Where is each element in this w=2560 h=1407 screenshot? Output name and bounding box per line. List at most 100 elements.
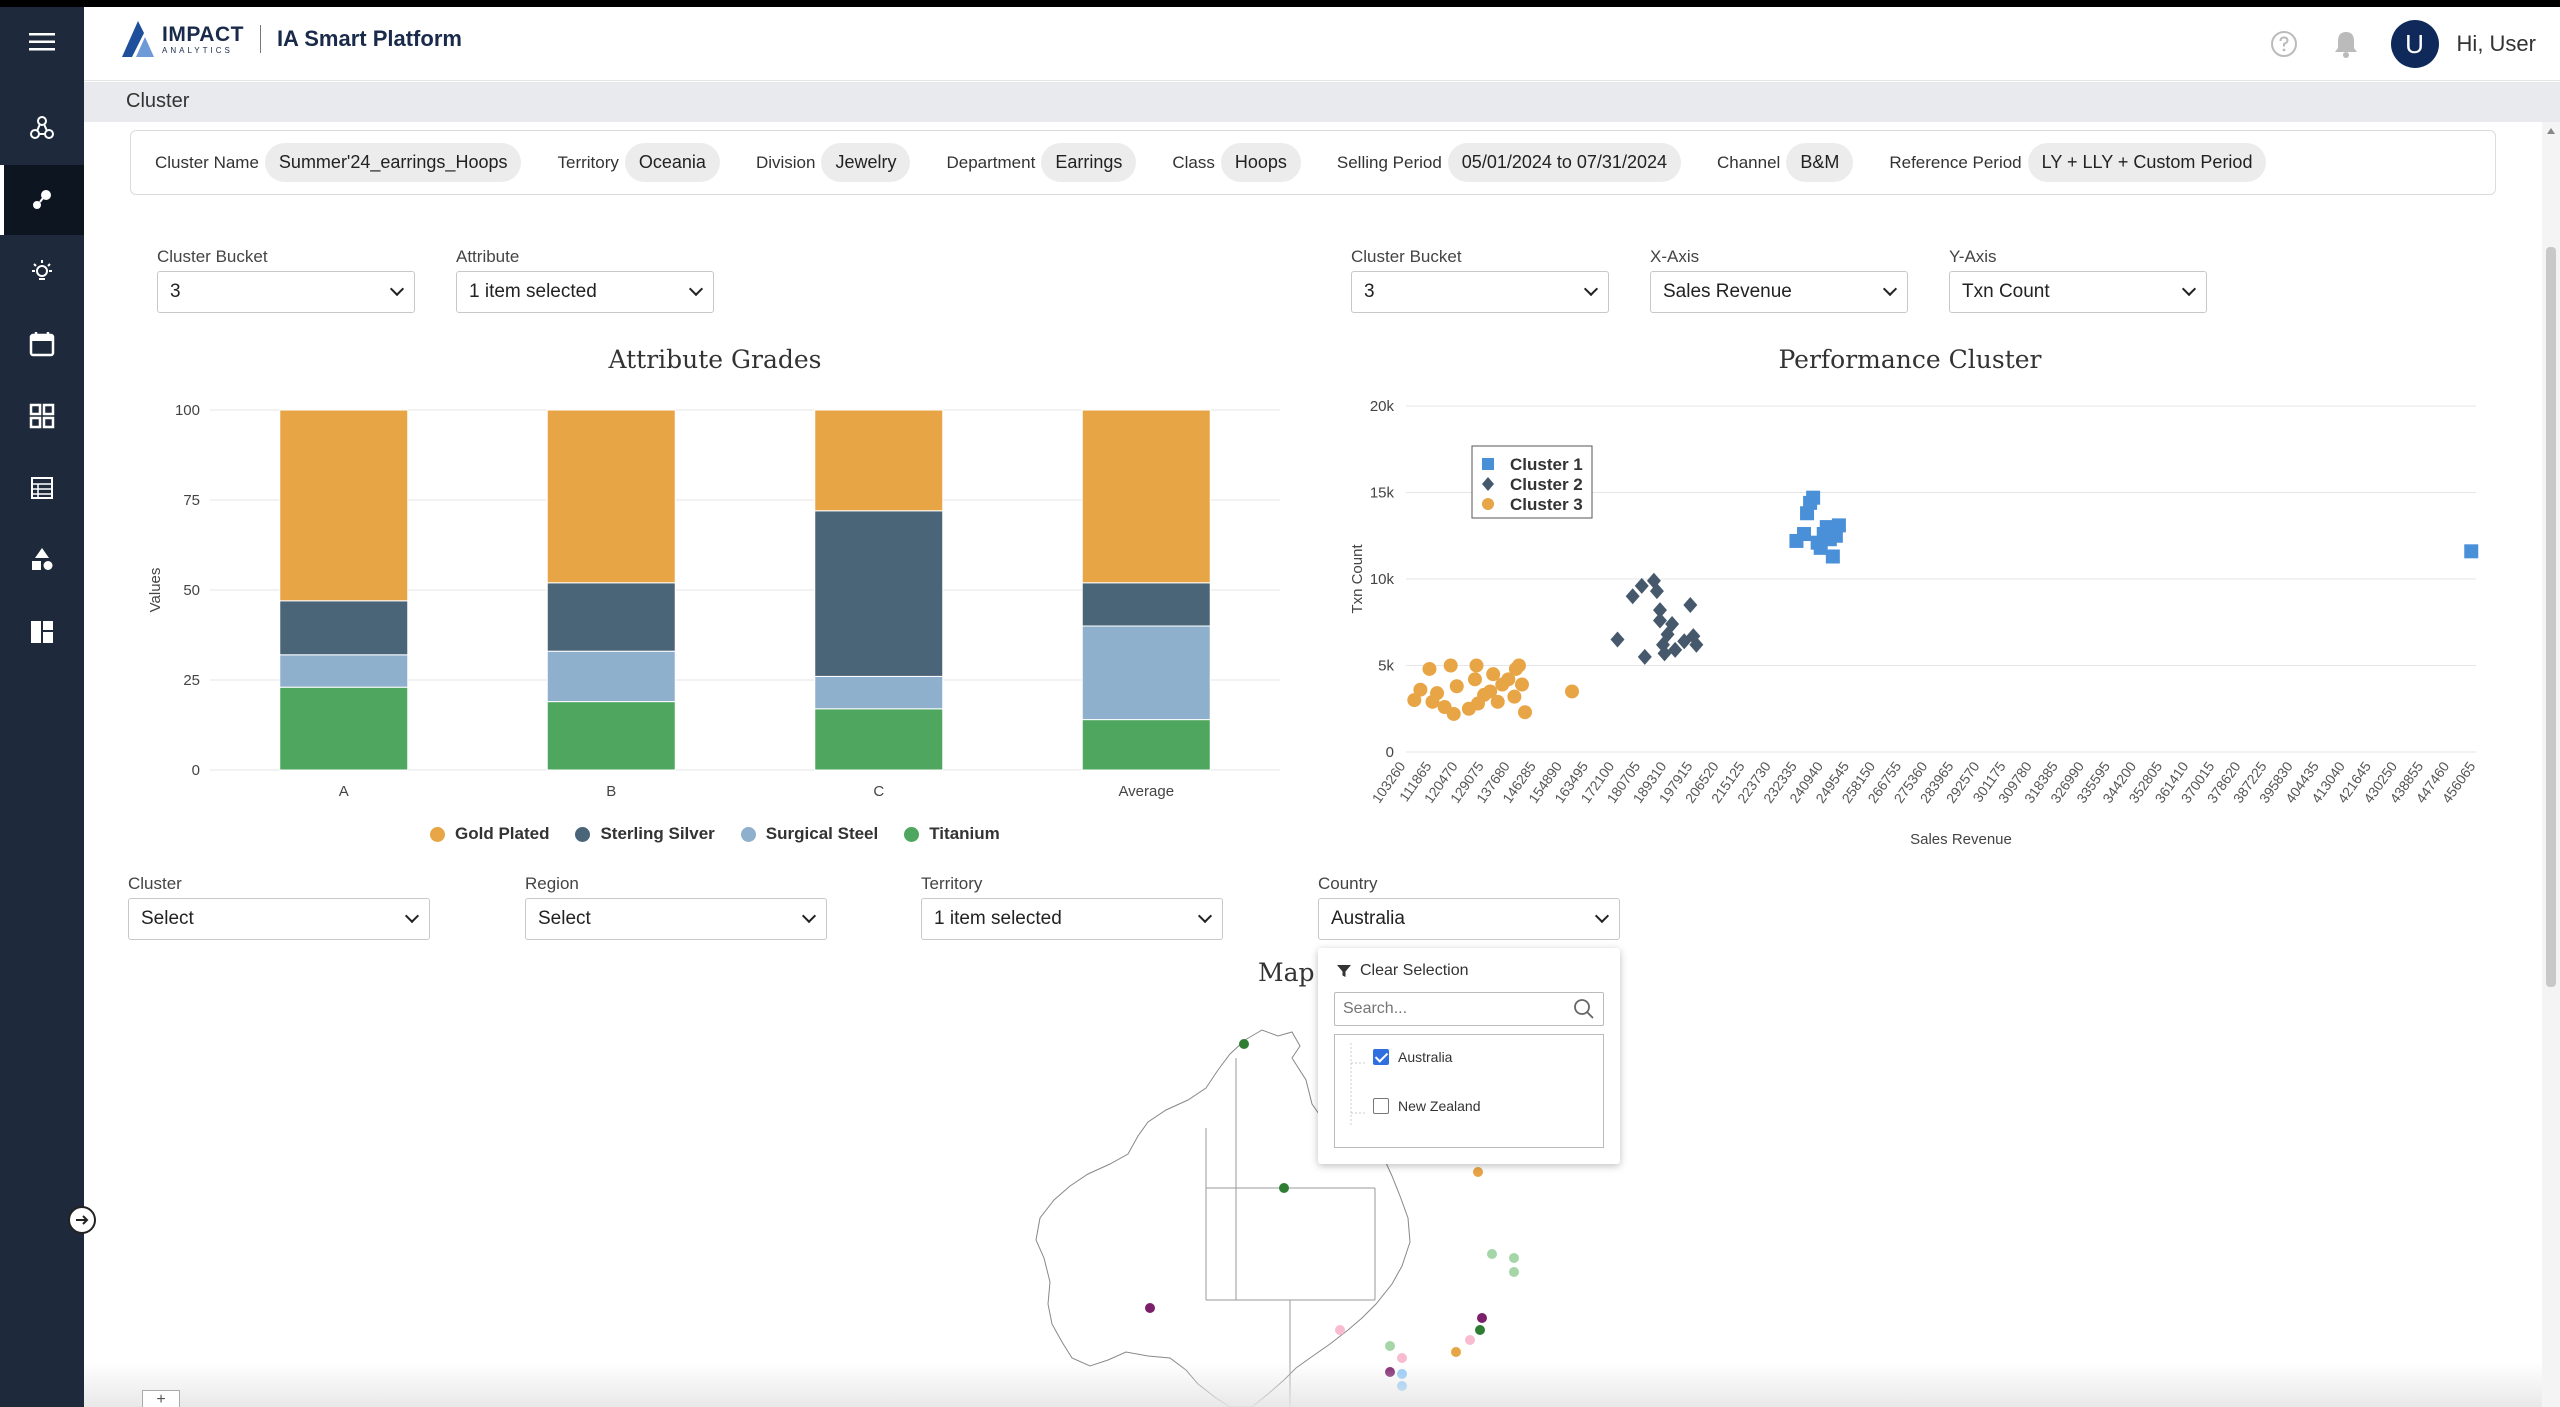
x-axis-field: X-Axis Sales Revenue — [1650, 247, 1908, 313]
data-point — [1806, 490, 1821, 505]
notification-bell-icon[interactable] — [2333, 29, 2359, 59]
filter-icon — [1337, 965, 1351, 977]
sidebar-item-dashboard[interactable] — [0, 597, 84, 667]
country-option-new-zealand[interactable]: New Zealand — [1373, 1098, 1481, 1114]
legend-label: Cluster 2 — [1510, 475, 1583, 494]
sidebar-item-table[interactable] — [0, 453, 84, 523]
bar-segment — [814, 409, 944, 512]
y-axis-label: Values — [147, 568, 164, 613]
map-point — [1279, 1183, 1289, 1193]
y-tick-label: 0 — [1386, 744, 1394, 761]
legend-item-gold-plated[interactable]: Gold Plated — [430, 824, 549, 844]
arrow-right-icon — [76, 1215, 89, 1225]
info-territory: Territory Oceania — [557, 143, 720, 182]
checkbox-unchecked[interactable] — [1373, 1098, 1389, 1114]
legend-label: Surgical Steel — [765, 824, 879, 843]
data-point — [1501, 672, 1516, 687]
bar-segment — [1081, 625, 1211, 721]
country-dropdown: Clear Selection Australia New Zealand — [1318, 948, 1620, 1164]
chevron-down-icon — [1882, 281, 1898, 297]
tree-guide-lines — [1350, 1043, 1367, 1127]
right-cluster-bucket-select[interactable]: 3 — [1351, 271, 1609, 313]
bar-segment — [279, 600, 409, 656]
field-label: Region — [525, 874, 579, 893]
sidebar-item-network[interactable] — [0, 93, 84, 163]
country-option-australia[interactable]: Australia — [1373, 1049, 1452, 1065]
legend-item-surgical-steel[interactable]: Surgical Steel — [740, 824, 879, 844]
data-point — [1430, 686, 1445, 701]
scroll-thumb[interactable] — [2546, 247, 2556, 987]
info-selling-period: Selling Period 05/01/2024 to 07/31/2024 — [1337, 143, 1681, 182]
legend-label: Titanium — [929, 824, 1000, 843]
country-filter-select[interactable]: Australia — [1318, 898, 1620, 940]
y-tick-label: 20k — [1370, 398, 1395, 415]
left-cluster-bucket-select[interactable]: 3 — [157, 271, 415, 313]
info-chip: Earrings — [1041, 143, 1137, 182]
data-point — [1422, 661, 1437, 676]
legend-label: Gold Plated — [455, 824, 550, 843]
attribute-grades-legend: Gold Plated Sterling Silver Surgical Ste… — [430, 824, 1026, 844]
data-point — [1443, 658, 1458, 673]
data-point — [1486, 667, 1501, 682]
checkbox-checked[interactable] — [1373, 1049, 1389, 1065]
impact-logo[interactable]: IMPACT ANALYTICS IA Smart Platform — [118, 19, 462, 59]
select-value: 3 — [170, 281, 181, 302]
legend-item-titanium[interactable]: Titanium — [904, 824, 1000, 844]
chevron-down-icon — [1583, 281, 1599, 297]
info-label: Division — [755, 152, 816, 172]
chevron-down-icon — [801, 908, 817, 924]
clear-selection-button[interactable]: Clear Selection — [1336, 962, 1469, 980]
search-icon[interactable] — [1573, 998, 1595, 1020]
data-point — [1446, 706, 1461, 721]
avatar[interactable]: U — [2390, 20, 2439, 68]
map-zoom-in-button[interactable]: + — [142, 1390, 180, 1407]
map-point — [1509, 1253, 1519, 1263]
data-point — [1469, 658, 1484, 673]
calendar-icon — [29, 332, 55, 357]
sidebar — [0, 7, 84, 1407]
table-icon — [31, 477, 53, 499]
legend-item-sterling-silver[interactable]: Sterling Silver — [575, 824, 715, 844]
sidebar-item-insights[interactable] — [0, 237, 84, 307]
territory-filter-select[interactable]: 1 item selected — [921, 898, 1223, 940]
country-search-input[interactable] — [1343, 1000, 1553, 1018]
bar-segment — [546, 650, 676, 703]
attribute-select[interactable]: 1 item selected — [456, 271, 714, 313]
cluster-filter-select[interactable]: Select — [128, 898, 430, 940]
legend-label: Sterling Silver — [600, 824, 715, 843]
info-class: Class Hoops — [1172, 143, 1301, 182]
x-tick-label: C — [873, 783, 884, 800]
select-value: 3 — [1364, 281, 1375, 302]
scroll-up-arrow-icon[interactable] — [2547, 128, 2555, 134]
field-label: Cluster Bucket — [157, 247, 268, 266]
x-tick-label: Average — [1118, 783, 1174, 800]
x-tick-label: B — [606, 783, 616, 800]
y-tick-label: 5k — [1378, 658, 1394, 675]
info-chip: B&M — [1786, 143, 1854, 182]
logo-main-text: IMPACT — [162, 22, 244, 46]
bar-segment — [546, 582, 676, 652]
page-scrollbar[interactable] — [2542, 122, 2560, 1407]
sidebar-item-grid[interactable] — [0, 381, 84, 451]
expand-sidebar-button[interactable] — [68, 1206, 96, 1234]
y-axis-select[interactable]: Txn Count — [1949, 271, 2207, 313]
field-label: Cluster Bucket — [1351, 247, 1462, 266]
x-axis-select[interactable]: Sales Revenue — [1650, 271, 1908, 313]
sidebar-item-shapes[interactable] — [0, 525, 84, 595]
sidebar-item-calendar[interactable] — [0, 309, 84, 379]
y-axis-field: Y-Axis Txn Count — [1949, 247, 2207, 313]
info-label: Cluster Name — [155, 152, 259, 172]
menu-icon[interactable] — [0, 7, 84, 77]
map-point — [1509, 1267, 1519, 1277]
region-filter-select[interactable]: Select — [525, 898, 827, 940]
select-value: Australia — [1331, 908, 1405, 929]
help-icon[interactable] — [2269, 29, 2299, 59]
sidebar-item-cluster[interactable] — [0, 165, 84, 235]
data-point — [1634, 577, 1649, 594]
user-greeting[interactable]: Hi, User — [2456, 31, 2536, 56]
data-point — [1637, 648, 1652, 665]
field-label: Cluster — [128, 874, 182, 893]
legend-label: Cluster 1 — [1510, 455, 1583, 474]
bar-segment — [1081, 719, 1211, 771]
